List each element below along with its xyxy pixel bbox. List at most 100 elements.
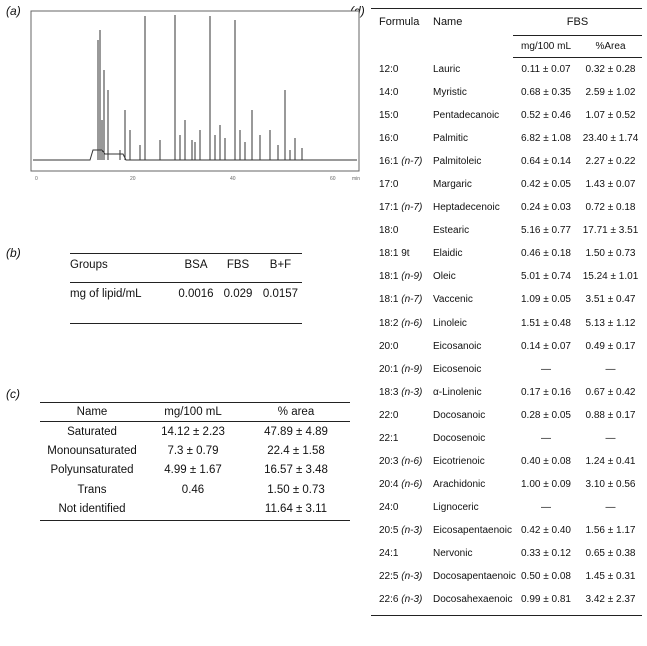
formula-cell: 18:3 (n-3) xyxy=(379,386,423,398)
header-name: Name xyxy=(433,16,463,28)
mg-cell: 1.00 ± 0.09 xyxy=(521,478,571,490)
formula-cell: 12:0 xyxy=(379,64,399,76)
name-cell: Lignoceric xyxy=(433,501,479,513)
name-cell: Docosanoic xyxy=(433,409,486,421)
mg-cell: 0.40 ± 0.08 xyxy=(521,455,571,467)
mg-cell: — xyxy=(541,432,551,444)
formula-cell: 17:0 xyxy=(379,179,399,191)
formula-cell: 20:0 xyxy=(379,340,399,352)
axis-tick-label: 0 xyxy=(35,176,38,182)
formula-cell: 18:1 (n-9) xyxy=(379,271,423,283)
mg-cell: 0.24 ± 0.03 xyxy=(521,202,571,214)
header-area: % area xyxy=(277,406,315,418)
name-cell: α-Linolenic xyxy=(433,386,482,398)
mg-cell: 6.82 ± 1.08 xyxy=(521,133,571,145)
name-cell: Docosahexaenoic xyxy=(433,594,513,606)
name-cell: Margaric xyxy=(433,179,472,191)
formula-cell: 18:2 (n-6) xyxy=(379,317,423,329)
header-bf: B+F xyxy=(269,259,292,271)
area-cell: 0.67 ± 0.42 xyxy=(585,386,636,398)
table-row: 15:0 Pentadecanoic 0.52 ± 0.46 1.07 ± 0.52 xyxy=(371,104,642,127)
table-row: 12:0 Lauric 0.11 ± 0.07 0.32 ± 0.28 xyxy=(371,58,642,81)
table-row: 22:5 (n-3) Docosapentaenoic 0.50 ± 0.08 1.4… xyxy=(371,565,642,588)
cell: 22.4 ± 1.58 xyxy=(267,444,325,457)
name-cell: Docosapentaenoic xyxy=(433,571,516,583)
mg-cell: 1.09 ± 0.05 xyxy=(521,294,571,306)
header-bsa: BSA xyxy=(184,259,208,271)
table-header-row: Groups BSA FBS B+F xyxy=(70,254,302,276)
axis-tick-label: 40 xyxy=(230,176,236,182)
table-row: 16:0 Palmitic 6.82 ± 1.08 23.40 ± 1.74 xyxy=(371,127,642,150)
table-row: Monounsaturated 7.3 ± 0.79 22.4 ± 1.58 xyxy=(40,441,350,460)
area-cell: — xyxy=(605,501,616,513)
name-cell: Linoleic xyxy=(433,317,467,329)
table-row: 18:3 (n-3) α-Linolenic 0.17 ± 0.16 0.67 ± 0… xyxy=(371,381,642,404)
header-mg: mg/100 mL xyxy=(520,41,572,52)
table-row: 22:1 Docosenoic — — xyxy=(371,427,642,450)
area-cell: 0.32 ± 0.28 xyxy=(585,64,636,76)
name-cell: Eicosapentaenoic xyxy=(433,524,512,536)
area-cell: 17.71 ± 3.51 xyxy=(582,225,639,237)
mg-cell: — xyxy=(541,363,551,375)
header-name: Name xyxy=(76,406,108,418)
chromatogram-image: 0 20 40 60 min xyxy=(30,10,360,182)
formula-cell: 18:0 xyxy=(379,225,399,237)
area-cell: 15.24 ± 1.01 xyxy=(582,271,639,283)
area-cell: 2.27 ± 0.22 xyxy=(585,156,636,168)
area-cell: 0.49 ± 0.17 xyxy=(585,340,636,352)
table-row: 22:0 Docosanoic 0.28 ± 0.05 0.88 ± 0.17 xyxy=(371,404,642,427)
cell: 47.89 ± 4.89 xyxy=(264,425,328,438)
area-cell: 3.10 ± 0.56 xyxy=(585,478,636,490)
table-row: 24:0 Lignoceric — — xyxy=(371,496,642,519)
cell: Saturated xyxy=(67,425,117,438)
name-cell: Palmitoleic xyxy=(433,156,482,168)
mg-cell: 0.42 ± 0.40 xyxy=(521,524,571,536)
cell: 11.64 ± 3.11 xyxy=(264,502,328,515)
name-cell: Eicosenoic xyxy=(433,363,482,375)
mg-cell: 1.51 ± 0.48 xyxy=(521,317,571,329)
area-cell: 1.24 ± 0.41 xyxy=(585,455,636,467)
formula-cell: 15:0 xyxy=(379,110,399,122)
table-row: Saturated 14.12 ± 2.23 47.89 ± 4.89 xyxy=(40,422,350,441)
formula-cell: 22:6 (n-3) xyxy=(379,594,423,606)
table-row: 24:1 Nervonic 0.33 ± 0.12 0.65 ± 0.38 xyxy=(371,542,642,565)
formula-cell: 22:1 xyxy=(379,432,399,444)
table-row: 17:1 (n-7) Heptadecenoic 0.24 ± 0.03 0.72 ±… xyxy=(371,196,642,219)
name-cell: Estearic xyxy=(433,225,470,237)
mg-cell: 0.33 ± 0.12 xyxy=(521,548,571,559)
name-cell: Docosenoic xyxy=(433,432,486,444)
formula-cell: 20:5 (n-3) xyxy=(379,524,423,536)
name-cell: Nervonic xyxy=(433,548,473,559)
header-formula: Formula xyxy=(379,16,420,28)
table-row: 20:3 (n-6) Eicotrienoic 0.40 ± 0.08 1.24 ± … xyxy=(371,450,642,473)
formula-cell: 24:1 xyxy=(379,548,399,559)
area-cell: 1.56 ± 1.17 xyxy=(585,524,636,536)
area-cell: — xyxy=(605,432,616,444)
mg-cell: 0.11 ± 0.07 xyxy=(521,64,571,76)
area-cell: 1.50 ± 0.73 xyxy=(585,248,636,260)
panel-label-c: (c) xyxy=(6,387,20,401)
cell: 0.029 xyxy=(223,288,253,300)
table-row: 18:0 Estearic 5.16 ± 0.77 17.71 ± 3.51 xyxy=(371,219,642,242)
name-cell: Heptadecenoic xyxy=(433,202,500,214)
cell: Monounsaturated xyxy=(47,444,137,457)
formula-cell: 18:1 9t xyxy=(379,248,410,260)
mg-cell: 0.14 ± 0.07 xyxy=(521,340,571,352)
name-cell: Eicotrienoic xyxy=(433,455,485,467)
table-row: Polyunsaturated 4.99 ± 1.67 16.57 ± 3.48 xyxy=(40,461,350,480)
area-cell: 2.59 ± 1.02 xyxy=(585,87,636,99)
mg-cell: — xyxy=(541,501,551,513)
cell: 14.12 ± 2.23 xyxy=(161,425,225,438)
area-cell: 23.40 ± 1.74 xyxy=(582,133,639,145)
mg-cell: 0.46 ± 0.18 xyxy=(521,248,571,260)
table-row: 18:2 (n-6) Linoleic 1.51 ± 0.48 5.13 ± 1.12 xyxy=(371,312,642,335)
mg-cell: 0.50 ± 0.08 xyxy=(521,571,571,583)
table-row: Not identified 11.64 ± 3.11 xyxy=(40,499,350,518)
fatty-acid-profile-table: Formula Name FBS mg/100 mL %Area 12:0 Lau… xyxy=(371,8,642,617)
lipid-groups-table: Groups BSA FBS B+F mg of lipid/mL 0.0016… xyxy=(70,253,302,324)
mg-cell: 0.28 ± 0.05 xyxy=(521,409,571,421)
cell: Trans xyxy=(77,483,107,496)
name-cell: Arachidonic xyxy=(433,478,486,490)
mg-cell: 5.01 ± 0.74 xyxy=(521,271,571,283)
mg-cell: 5.16 ± 0.77 xyxy=(521,225,571,237)
